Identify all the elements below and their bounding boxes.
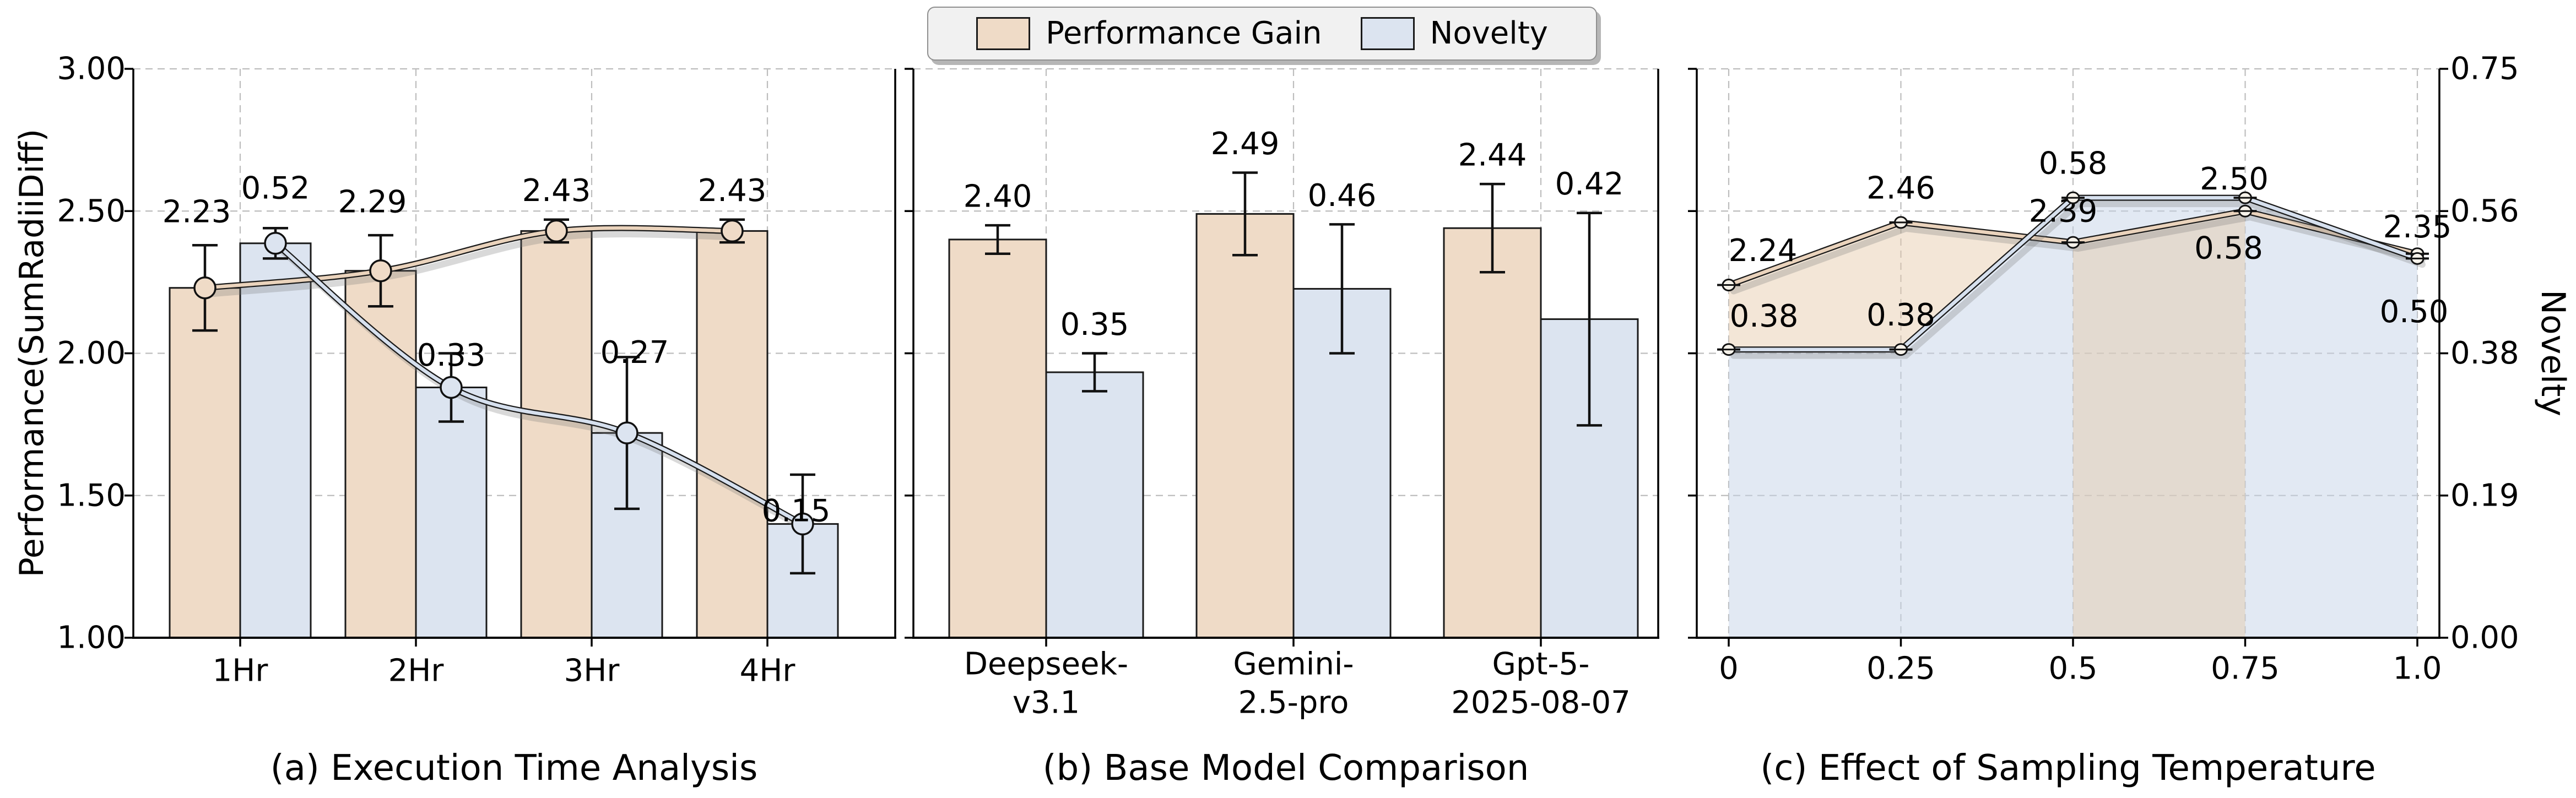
x-tick-label-b-0-line1: Deepseek- <box>964 647 1128 682</box>
value-label-novelty-b-1: 0.46 <box>1308 178 1377 214</box>
x-tick-label-c-1: 0.25 <box>1866 651 1935 687</box>
trendline-novelty-a-core <box>273 241 805 526</box>
bar-performance-a-3 <box>696 230 769 639</box>
bar-novelty-a-1 <box>415 386 488 639</box>
x-tick-label-b-1-line2: 2.5-pro <box>1238 685 1349 721</box>
marker-novelty-a-1 <box>440 376 463 399</box>
x-tick-label-c-4: 1.0 <box>2393 651 2442 687</box>
value-label-novelty-c-3: 0.58 <box>2194 231 2263 267</box>
area-novelty-c <box>1729 198 2417 638</box>
left-tick-label-1: 2.50 <box>57 193 126 229</box>
value-label-novelty-a-3: 0.15 <box>762 493 831 529</box>
value-label-performance-b-0: 2.40 <box>964 179 1032 215</box>
legend: Performance Gain Novelty <box>927 7 1597 61</box>
value-label-performance-a-1: 2.29 <box>338 184 407 220</box>
marker-novelty-a-3 <box>791 512 814 536</box>
marker-performance-a-3 <box>721 219 744 243</box>
value-label-performance-c-2: 2.39 <box>2029 194 2098 230</box>
value-label-performance-c-3: 2.50 <box>2200 161 2269 197</box>
trendline-performance-a-core <box>203 226 734 290</box>
legend-label-novelty: Novelty <box>1430 15 1548 51</box>
value-label-novelty-c-4: 0.50 <box>2380 294 2449 330</box>
left-tick-label-0: 3.00 <box>57 51 126 87</box>
legend-swatch-novelty <box>1360 17 1415 50</box>
bar-performance-a-0 <box>169 287 241 639</box>
bar-performance-a-1 <box>344 270 417 639</box>
value-label-novelty-c-1: 0.38 <box>1866 297 1935 333</box>
marker-performance-a-1 <box>369 259 392 283</box>
value-label-performance-c-1: 2.46 <box>1866 170 1935 206</box>
x-tick-label-b-0-line2: v3.1 <box>1013 685 1080 721</box>
x-tick-label-b-2-line2: 2025-08-07 <box>1451 685 1630 721</box>
value-label-novelty-a-2: 0.27 <box>600 335 669 371</box>
marker-performance-a-0 <box>193 276 217 300</box>
value-label-performance-c-4: 2.35 <box>2383 209 2452 245</box>
legend-label-performance-gain: Performance Gain <box>1046 15 1322 51</box>
area-performance-wedge-c-0 <box>1729 222 1901 350</box>
right-tick-label-0: 0.75 <box>2450 51 2519 87</box>
value-label-novelty-c-0: 0.38 <box>1730 298 1799 334</box>
x-tick-label-c-0: 0 <box>1719 651 1739 687</box>
x-tick-label-a-0: 1Hr <box>213 653 269 689</box>
right-axis-title: Novelty <box>2534 290 2572 416</box>
value-label-novelty-b-2: 0.42 <box>1555 166 1624 202</box>
bar-performance-a-2 <box>520 230 593 639</box>
value-label-novelty-c-2: 0.58 <box>2039 146 2108 182</box>
value-label-novelty-b-0: 0.35 <box>1060 307 1129 343</box>
bar-performance-b-2 <box>1443 227 1542 639</box>
legend-item-performance-gain: Performance Gain <box>976 17 1322 50</box>
legend-swatch-performance-gain <box>976 17 1031 50</box>
x-tick-label-b-1-line1: Gemini- <box>1233 647 1354 682</box>
marker-performance-a-2 <box>545 219 568 243</box>
value-label-novelty-a-1: 0.33 <box>417 338 486 373</box>
bar-novelty-a-0 <box>239 242 312 639</box>
value-label-performance-a-2: 2.43 <box>522 173 591 209</box>
line-novelty-c-shadow <box>1730 200 2426 359</box>
x-tick-label-a-2: 3Hr <box>564 653 620 689</box>
left-tick-label-2: 2.00 <box>57 335 126 371</box>
right-tick-label-4: 0.00 <box>2450 620 2519 656</box>
x-tick-label-a-3: 4Hr <box>740 653 796 689</box>
value-label-novelty-a-0: 0.52 <box>241 171 310 207</box>
x-tick-label-b-2-line1: Gpt-5- <box>1492 647 1590 682</box>
line-performance-c-shadow <box>1730 214 2426 295</box>
trendline-performance-a-shadow <box>207 231 740 297</box>
bar-novelty-b-0 <box>1045 371 1144 639</box>
caption-panel-c: (c) Effect of Sampling Temperature <box>1760 748 2376 789</box>
legend-item-novelty: Novelty <box>1360 15 1548 51</box>
value-label-performance-a-3: 2.43 <box>698 173 767 209</box>
x-tick-label-c-2: 0.5 <box>2048 651 2097 687</box>
left-axis-title: Performance(SumRadiiDiff) <box>13 128 51 578</box>
x-tick-label-c-3: 0.75 <box>2211 651 2280 687</box>
value-label-performance-b-2: 2.44 <box>1458 138 1527 173</box>
right-tick-label-1: 0.56 <box>2450 193 2519 229</box>
value-label-performance-b-1: 2.49 <box>1211 126 1280 162</box>
area-performance-base-c-2 <box>2073 211 2245 638</box>
left-tick-label-4: 1.00 <box>57 620 126 656</box>
caption-panel-b: (b) Base Model Comparison <box>1042 748 1529 789</box>
marker-novelty-a-2 <box>615 421 638 444</box>
left-tick-label-3: 1.50 <box>57 477 126 513</box>
value-label-performance-c-0: 2.24 <box>1729 233 1798 269</box>
x-tick-label-a-1: 2Hr <box>388 653 445 689</box>
caption-panel-a: (a) Execution Time Analysis <box>270 748 758 789</box>
bar-performance-b-0 <box>948 238 1047 639</box>
right-tick-label-3: 0.19 <box>2450 477 2519 513</box>
bar-performance-b-1 <box>1195 213 1295 639</box>
right-tick-label-2: 0.38 <box>2450 335 2519 371</box>
value-label-performance-a-0: 2.23 <box>163 194 231 230</box>
marker-novelty-a-0 <box>264 232 287 255</box>
